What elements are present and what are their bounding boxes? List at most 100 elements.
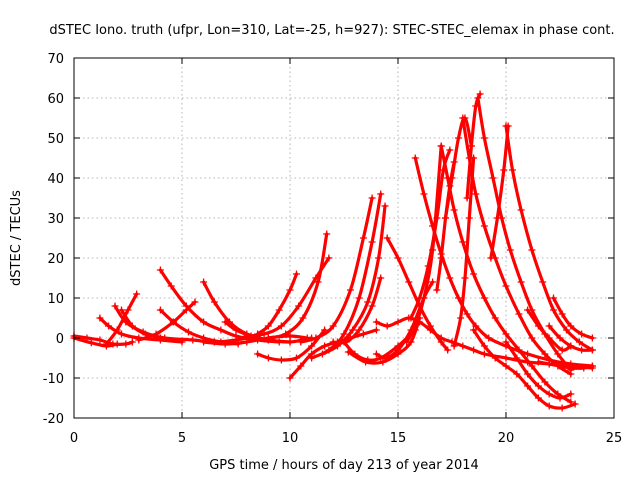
series-line <box>342 328 417 362</box>
series-44 <box>534 358 596 372</box>
y-tick-label: 30 <box>47 212 64 227</box>
data-point <box>567 322 575 330</box>
data-point <box>517 278 525 286</box>
data-point <box>275 306 283 314</box>
data-point <box>297 338 305 346</box>
data-point <box>308 342 316 350</box>
data-point <box>141 330 149 338</box>
data-point <box>454 294 462 302</box>
data-point <box>156 306 164 314</box>
data-point <box>588 334 596 342</box>
data-point <box>133 290 141 298</box>
data-point <box>459 238 467 246</box>
data-point <box>340 338 348 346</box>
data-point <box>578 330 586 338</box>
data-point <box>264 322 272 330</box>
data-point <box>87 339 95 347</box>
data-point <box>420 190 428 198</box>
data-point <box>556 362 564 370</box>
data-point <box>135 336 143 344</box>
x-tick-label: 20 <box>498 431 515 446</box>
series-line <box>72 336 119 348</box>
data-point <box>299 314 307 322</box>
series-30 <box>437 142 575 406</box>
data-point <box>545 390 553 398</box>
data-point <box>377 190 385 198</box>
data-point <box>375 254 383 262</box>
data-point <box>200 278 208 286</box>
data-point <box>340 330 348 338</box>
data-point <box>450 342 458 350</box>
data-point <box>200 318 208 326</box>
data-point <box>156 334 164 342</box>
data-point <box>232 332 240 340</box>
data-point <box>295 302 303 310</box>
data-point <box>372 318 380 326</box>
data-point <box>528 362 536 370</box>
series-14 <box>243 254 333 340</box>
data-point <box>329 322 337 330</box>
data-point <box>286 332 294 340</box>
data-point <box>524 350 532 358</box>
chart-title: dSTEC Iono. truth (ufpr, Lon=310, Lat=-2… <box>49 23 614 38</box>
series-38 <box>487 122 512 262</box>
data-point <box>359 234 367 242</box>
data-point <box>502 282 510 290</box>
data-point <box>383 322 391 330</box>
data-point <box>502 338 510 346</box>
series-40 <box>502 338 575 402</box>
data-point <box>500 166 508 174</box>
data-point <box>128 338 136 346</box>
data-point <box>558 346 566 354</box>
data-point <box>416 294 424 302</box>
plot-frame <box>73 57 615 419</box>
series-23 <box>344 314 424 366</box>
data-point <box>372 326 380 334</box>
data-point <box>113 326 121 334</box>
data-point <box>472 190 480 198</box>
data-point <box>377 274 385 282</box>
data-point <box>567 364 575 372</box>
y-axis-label: dSTEC / TECUs <box>9 190 24 286</box>
data-point <box>476 90 484 98</box>
data-point <box>411 154 419 162</box>
series-15 <box>264 230 331 342</box>
x-tick-label: 0 <box>70 431 78 446</box>
data-point <box>558 404 566 412</box>
data-point <box>210 298 218 306</box>
data-point <box>506 246 514 254</box>
data-point <box>545 402 553 410</box>
data-point <box>182 302 190 310</box>
data-point <box>461 274 469 282</box>
y-tick-label: 60 <box>47 92 64 107</box>
data-point <box>558 310 566 318</box>
data-point <box>286 338 294 346</box>
data-point <box>502 330 510 338</box>
data-point <box>465 214 473 222</box>
data-point <box>491 354 499 362</box>
data-point <box>111 302 119 310</box>
data-point <box>189 336 197 344</box>
data-point <box>426 322 434 330</box>
y-tick-label: 40 <box>47 172 64 187</box>
data-point <box>556 334 564 342</box>
data-point <box>528 334 536 342</box>
data-point <box>545 322 553 330</box>
series-43 <box>550 294 596 342</box>
data-point <box>534 382 542 390</box>
data-point <box>217 326 225 334</box>
data-point <box>489 174 497 182</box>
y-tick-label: -20 <box>43 412 64 427</box>
x-tick-label: 25 <box>606 431 623 446</box>
data-point <box>260 330 268 338</box>
x-axis-label: GPS time / hours of day 213 of year 2014 <box>209 458 479 473</box>
data-point <box>191 298 199 306</box>
data-point <box>493 214 501 222</box>
data-point <box>349 326 357 334</box>
data-point <box>221 340 229 348</box>
data-point <box>118 306 126 314</box>
data-point <box>433 214 441 222</box>
series-16 <box>254 326 329 364</box>
data-point <box>567 342 575 350</box>
